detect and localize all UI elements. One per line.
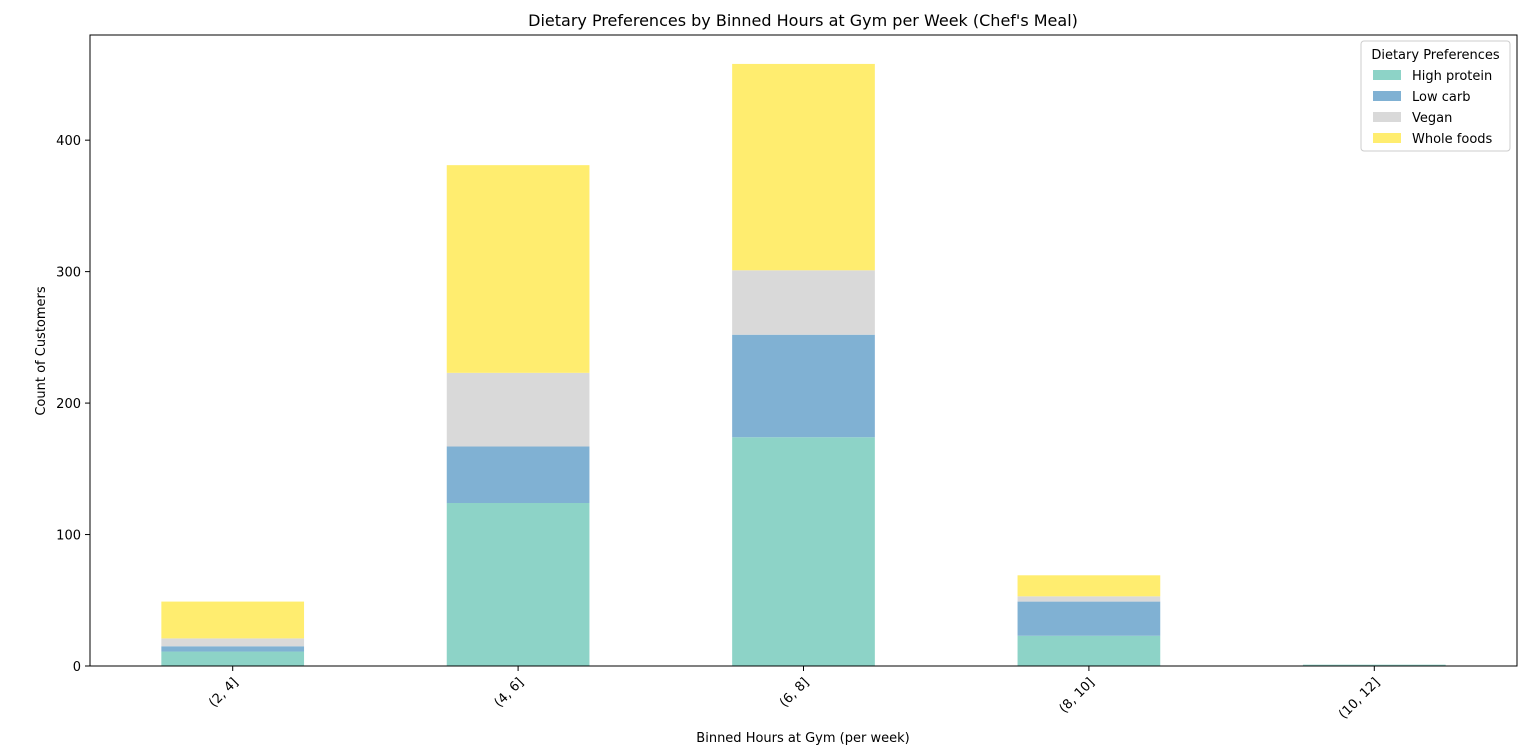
- bar-segment-high-protein-4: [1302, 664, 1446, 666]
- y-tick-label: 200: [56, 397, 81, 412]
- x-axis-label: Binned Hours at Gym (per week): [696, 731, 909, 746]
- legend-box: [1360, 40, 1511, 152]
- x-tick-label: (6, 8]: [777, 675, 812, 710]
- legend: Dietary Preferences High protein Low carb V…: [1360, 40, 1511, 152]
- bar-segment-whole-foods-2: [732, 63, 875, 271]
- bar-segment-low-carb-1: [446, 446, 590, 503]
- x-tick-label: (10, 12]: [1336, 675, 1383, 722]
- bar-segment-vegan-1: [446, 372, 590, 447]
- y-tick-label: 400: [56, 134, 81, 149]
- x-tick-label: (2, 4]: [206, 675, 241, 710]
- bar-segment-vegan-2: [732, 270, 875, 335]
- y-axis-label: Count of Customers: [34, 286, 49, 416]
- legend-label-high-protein: High protein: [1412, 69, 1492, 84]
- x-tick-label: (8, 10]: [1057, 675, 1098, 716]
- y-tick-label: 0: [73, 660, 81, 675]
- legend-label-low-carb: Low carb: [1412, 90, 1470, 105]
- chart-title: Dietary Preferences by Binned Hours at G…: [528, 11, 1078, 30]
- legend-label-vegan: Vegan: [1412, 111, 1452, 126]
- y-tick-label: 100: [56, 529, 81, 544]
- bars-layer: [161, 63, 1446, 666]
- bar-segment-low-carb-2: [732, 334, 875, 438]
- bar-segment-high-protein-2: [732, 437, 875, 666]
- legend-swatch-low-carb: [1373, 91, 1401, 101]
- bar-segment-high-protein-3: [1017, 635, 1161, 666]
- bar-segment-low-carb-3: [1017, 601, 1161, 636]
- bar-segment-whole-foods-0: [161, 601, 305, 639]
- bar-segment-vegan-0: [161, 638, 305, 647]
- bar-segment-high-protein-0: [161, 651, 305, 666]
- y-tick-label: 300: [56, 266, 81, 281]
- legend-swatch-vegan: [1373, 112, 1401, 122]
- bar-segment-low-carb-0: [161, 646, 305, 652]
- bar-segment-whole-foods-3: [1017, 575, 1161, 597]
- bar-segment-whole-foods-1: [446, 165, 590, 373]
- x-tick-label: (4, 6]: [492, 675, 527, 710]
- legend-swatch-high-protein: [1373, 70, 1401, 80]
- legend-title: Dietary Preferences: [1371, 48, 1500, 63]
- legend-label-whole-foods: Whole foods: [1412, 132, 1493, 147]
- legend-swatch-whole-foods: [1373, 133, 1401, 143]
- bar-segment-high-protein-1: [446, 502, 590, 666]
- bar-segment-vegan-3: [1017, 596, 1161, 602]
